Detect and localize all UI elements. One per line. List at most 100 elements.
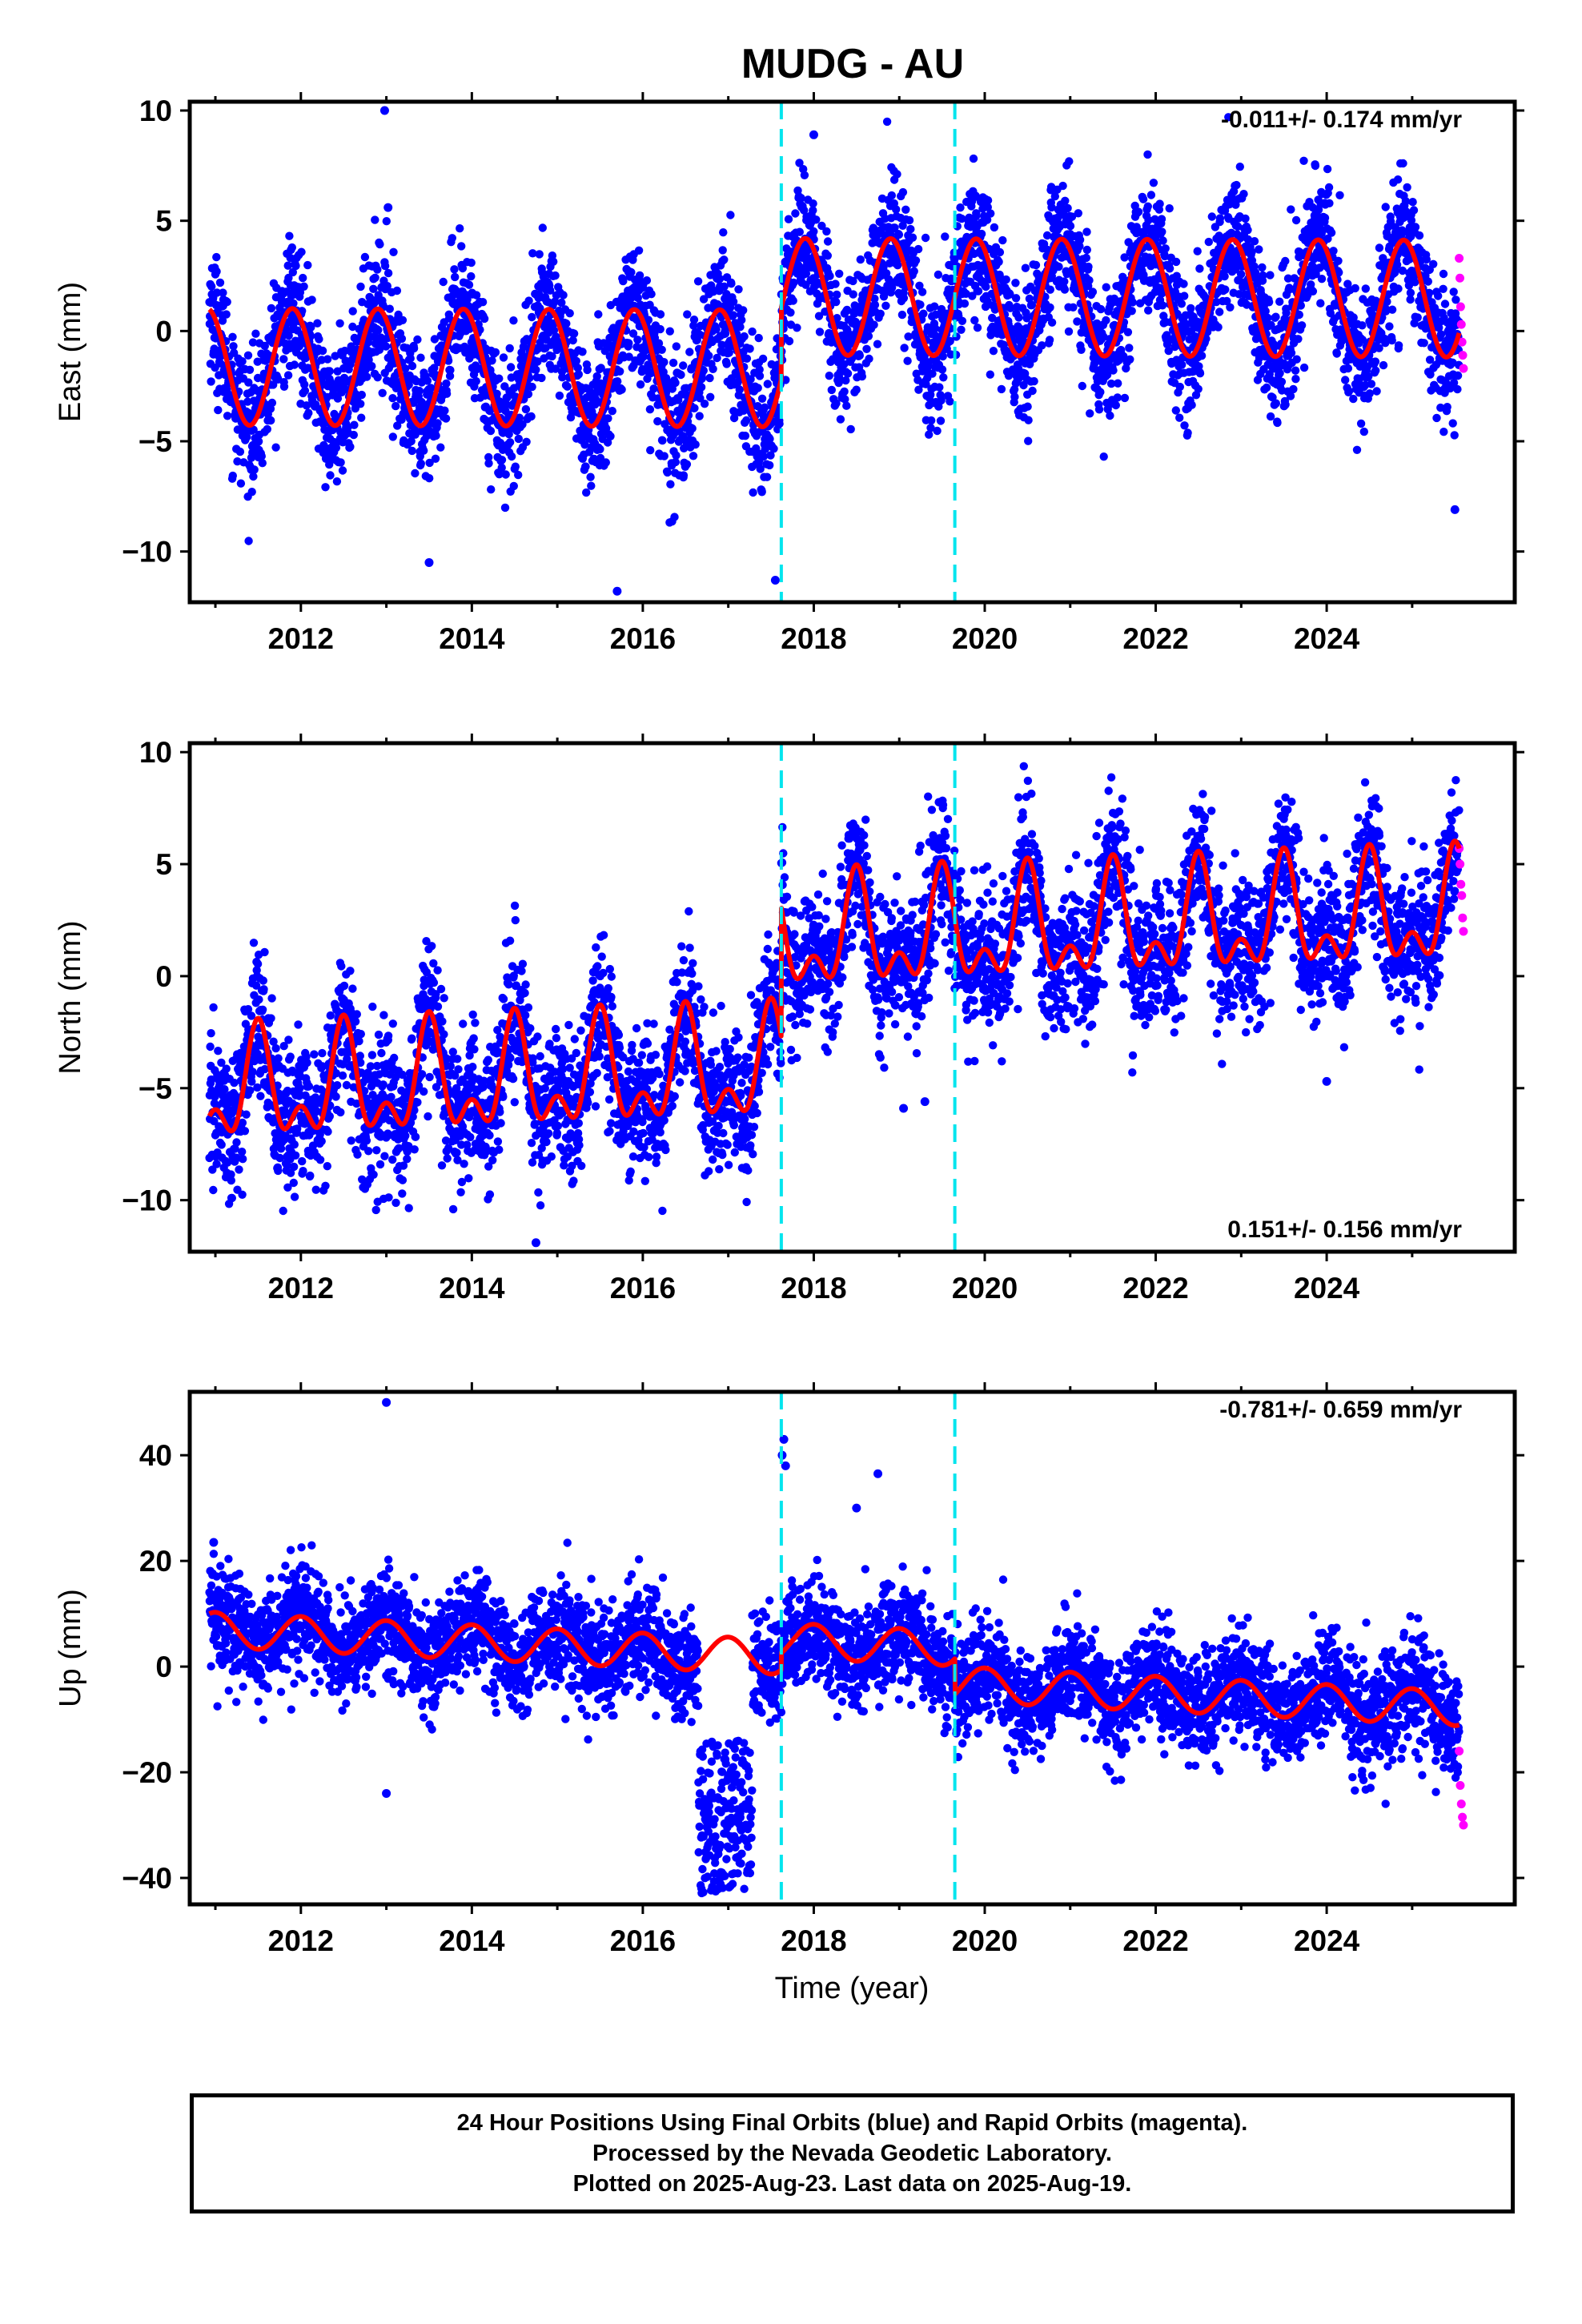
- data-point: [1155, 199, 1164, 208]
- data-point: [222, 310, 231, 319]
- data-point: [369, 284, 378, 293]
- data-point: [1127, 307, 1136, 316]
- data-point: [232, 1138, 241, 1147]
- data-point: [373, 265, 382, 274]
- data-point: [445, 372, 455, 380]
- data-point: [1161, 244, 1170, 253]
- data-point: [509, 316, 518, 325]
- data-point: [1195, 264, 1204, 273]
- data-point: [977, 229, 986, 239]
- data-point: [897, 310, 907, 320]
- data-point: [786, 308, 795, 317]
- data-point: [267, 398, 277, 408]
- data-point: [1387, 336, 1396, 345]
- data-point: [1096, 388, 1105, 396]
- x-tick-label: 2014: [439, 622, 505, 655]
- data-point: [463, 295, 472, 304]
- data-point: [757, 394, 767, 403]
- data-point: [1235, 163, 1245, 171]
- data-point: [1065, 157, 1074, 166]
- data-point: [825, 271, 834, 280]
- data-point: [1289, 384, 1298, 394]
- data-point: [1399, 159, 1407, 168]
- data-point: [849, 290, 857, 299]
- data-point: [679, 361, 688, 370]
- data-point: [238, 357, 247, 366]
- data-point: [251, 329, 260, 338]
- data-point: [291, 261, 300, 271]
- data-point: [1344, 387, 1354, 396]
- data-point: [604, 414, 612, 423]
- data-point: [271, 443, 280, 452]
- data-point: [1073, 317, 1082, 326]
- data-point: [274, 1166, 283, 1176]
- data-point: [1443, 403, 1452, 412]
- data-point: [425, 458, 434, 468]
- data-point: [495, 470, 504, 479]
- data-point: [958, 316, 967, 325]
- data-point: [507, 452, 516, 461]
- data-point: [633, 336, 642, 344]
- data-point: [302, 401, 311, 410]
- data-point: [299, 273, 307, 283]
- data-point: [936, 416, 946, 425]
- data-point: [726, 211, 735, 219]
- data-point: [911, 256, 921, 265]
- data-point: [893, 261, 902, 270]
- data-point: [307, 296, 316, 304]
- data-point: [228, 332, 237, 341]
- data-point: [1177, 300, 1186, 308]
- data-point: [318, 346, 327, 356]
- data-point: [734, 285, 743, 294]
- data-point: [456, 224, 464, 233]
- data-point: [1204, 237, 1214, 247]
- data-point: [1232, 180, 1241, 190]
- data-point: [357, 413, 366, 422]
- data-point: [214, 1047, 223, 1055]
- data-point: [255, 995, 263, 1004]
- data-point: [1241, 214, 1250, 223]
- data-point: [371, 273, 379, 282]
- data-point: [505, 438, 515, 447]
- data-point: [842, 401, 851, 410]
- data-point: [898, 187, 908, 197]
- data-point: [442, 379, 451, 388]
- data-point: [909, 267, 918, 275]
- x-tick-label: 2022: [1122, 622, 1188, 655]
- data-point: [645, 405, 655, 414]
- data-point: [212, 1160, 221, 1168]
- data-point: [1226, 303, 1235, 312]
- data-point: [1320, 213, 1330, 223]
- data-point: [511, 462, 520, 471]
- data-point: [1143, 150, 1152, 159]
- data-point: [1069, 303, 1078, 312]
- data-point: [1439, 269, 1448, 279]
- data-point: [627, 267, 636, 277]
- data-point: [248, 338, 258, 347]
- data-point: [518, 420, 527, 429]
- data-point: [582, 488, 591, 497]
- data-point: [495, 374, 504, 383]
- data-point: [300, 380, 309, 389]
- data-point: [974, 287, 983, 296]
- data-point: [933, 426, 942, 436]
- y-tick-label: 5: [155, 205, 172, 238]
- data-point: [283, 261, 292, 270]
- data-point: [1361, 284, 1371, 293]
- data-point: [271, 1043, 280, 1053]
- data-point: [491, 348, 500, 357]
- data-point: [646, 446, 655, 455]
- data-point: [759, 452, 768, 461]
- data-point: [1291, 215, 1301, 225]
- data-point: [388, 394, 397, 403]
- data-point: [995, 247, 1005, 257]
- data-point: [1175, 413, 1184, 422]
- data-point: [286, 253, 295, 263]
- data-point: [207, 1029, 215, 1038]
- data-point: [1171, 406, 1181, 415]
- final-orbit-points-north: [205, 762, 1464, 1248]
- data-point: [657, 345, 666, 354]
- data-point: [304, 408, 313, 417]
- data-point: [754, 333, 763, 343]
- data-point: [740, 332, 749, 341]
